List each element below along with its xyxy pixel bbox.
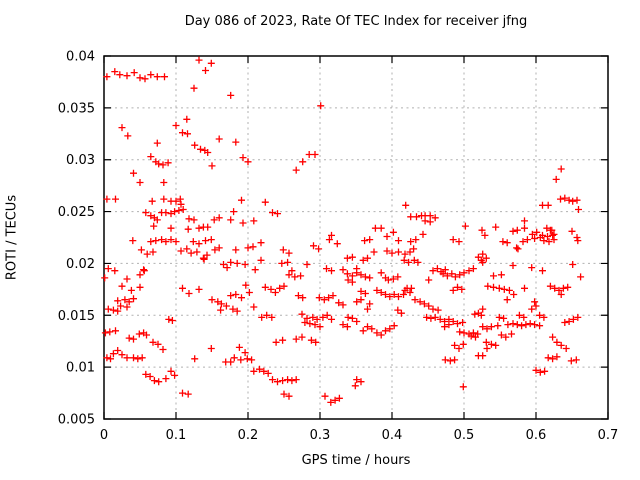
x-tick-label: 0.3 (310, 428, 331, 443)
plot-border (103, 55, 609, 420)
x-axis-label: GPS time / hours (301, 453, 411, 468)
x-tick-label: 0.5 (454, 428, 475, 443)
y-tick-label: 0.01 (66, 361, 95, 376)
y-tick-label: 0.015 (58, 309, 95, 324)
grid-lines (104, 56, 608, 419)
x-tick-label: 0.7 (598, 428, 619, 443)
chart-title: Day 086 of 2023, Rate Of TEC Index for r… (184, 14, 528, 29)
y-tick-label: 0.025 (58, 205, 95, 220)
y-tick-label: 0.03 (66, 153, 95, 168)
tick-labels: 0 0.1 0.2 0.3 0.4 0.5 0.6 0.7 0.005 0.01 0.015 0.02… (58, 50, 619, 444)
y-tick-label: 0.02 (66, 257, 95, 272)
y-tick-label: 0.005 (58, 413, 95, 428)
x-tick-label: 0.4 (382, 428, 403, 443)
x-tick-label: 0.6 (526, 428, 547, 443)
data-points (101, 56, 585, 406)
y-tick-label: 0.035 (58, 101, 95, 116)
x-tick-label: 0.1 (166, 428, 187, 443)
x-tick-label: 0 (100, 428, 108, 443)
x-tick-label: 0.2 (238, 428, 259, 443)
y-tick-label: 0.04 (66, 50, 95, 65)
y-axis-label: ROTI / TECUs (4, 194, 20, 281)
